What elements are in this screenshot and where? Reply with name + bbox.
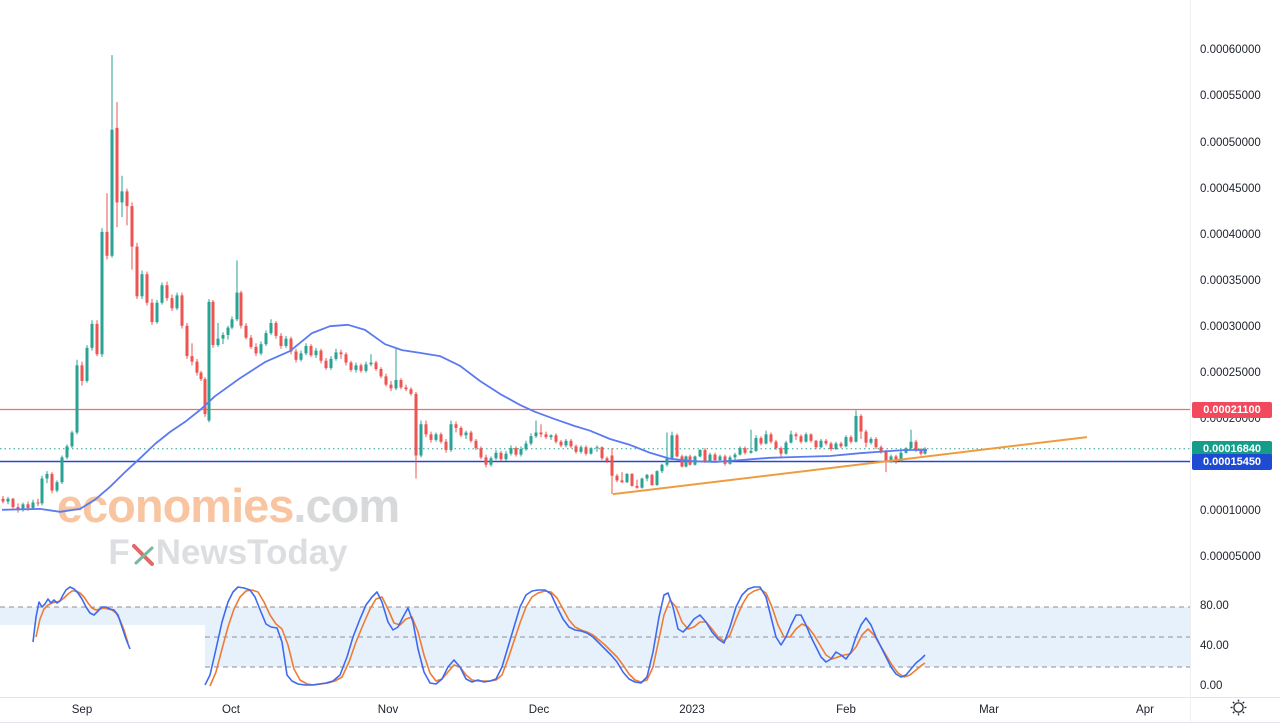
oscillator-series [204, 586, 926, 686]
time-label: Mar [979, 704, 999, 716]
price-label: 0.00055000 [1200, 90, 1261, 103]
time-label: Feb [836, 704, 856, 716]
oscillator-band [0, 607, 205, 625]
time-label: Oct [222, 704, 240, 716]
time-label: Nov [377, 704, 399, 716]
price-badge: 0.00016840 [1192, 440, 1272, 457]
oscillator-label: 0.00 [1200, 680, 1223, 692]
timezone-settings-button[interactable] [1226, 698, 1250, 720]
price-axis[interactable]: 0.00060000 0.00055000 0.00050000 0.00045000… [1190, 0, 1280, 697]
price-label: 0.00010000 [1200, 504, 1261, 517]
price-label: 0.00060000 [1200, 44, 1261, 57]
oscillator-label: 40.00 [1200, 640, 1229, 652]
price-label: 0.00005000 [1200, 550, 1261, 563]
price-label: 0.00030000 [1200, 320, 1261, 333]
trendline[interactable] [612, 436, 1088, 496]
price-label: 0.00025000 [1200, 366, 1261, 379]
candles [1, 55, 927, 513]
price-label: 0.00045000 [1200, 182, 1261, 195]
price-label: 0.00040000 [1200, 228, 1261, 241]
price-badge: 0.00015450 [1192, 453, 1272, 470]
oscillator-series [32, 586, 131, 650]
time-axis[interactable]: Sep Oct Nov Dec 2023 Feb Mar Apr [0, 697, 1280, 728]
oscillator-label: 80.00 [1200, 600, 1229, 612]
price-label: 0.00035000 [1200, 274, 1261, 287]
time-label: Dec [528, 704, 550, 716]
time-label: Sep [71, 704, 93, 716]
gear-icon [1230, 699, 1246, 716]
price-badge: 0.00021100 [1192, 401, 1272, 418]
time-label: Apr [1136, 704, 1154, 716]
time-label: 2023 [679, 704, 705, 716]
moving-average-line [1, 323, 927, 513]
price-label: 0.00050000 [1200, 136, 1261, 149]
